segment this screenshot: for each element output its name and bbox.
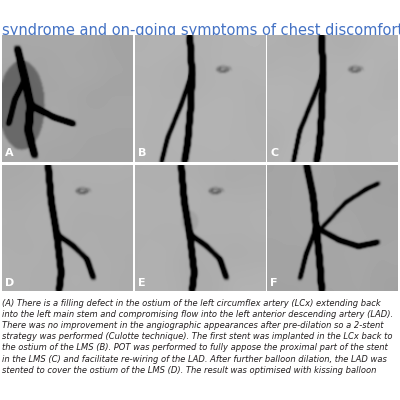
- Text: F: F: [270, 278, 278, 288]
- Text: A: A: [5, 148, 14, 158]
- Text: B: B: [138, 148, 146, 158]
- Text: E: E: [138, 278, 146, 288]
- Text: (A) There is a filling defect in the ostium of the left circumflex artery (LCx) : (A) There is a filling defect in the ost…: [2, 299, 393, 375]
- Text: C: C: [270, 148, 278, 158]
- Text: syndrome and on-going symptoms of chest discomfort: syndrome and on-going symptoms of chest …: [2, 23, 400, 38]
- Text: D: D: [5, 278, 14, 288]
